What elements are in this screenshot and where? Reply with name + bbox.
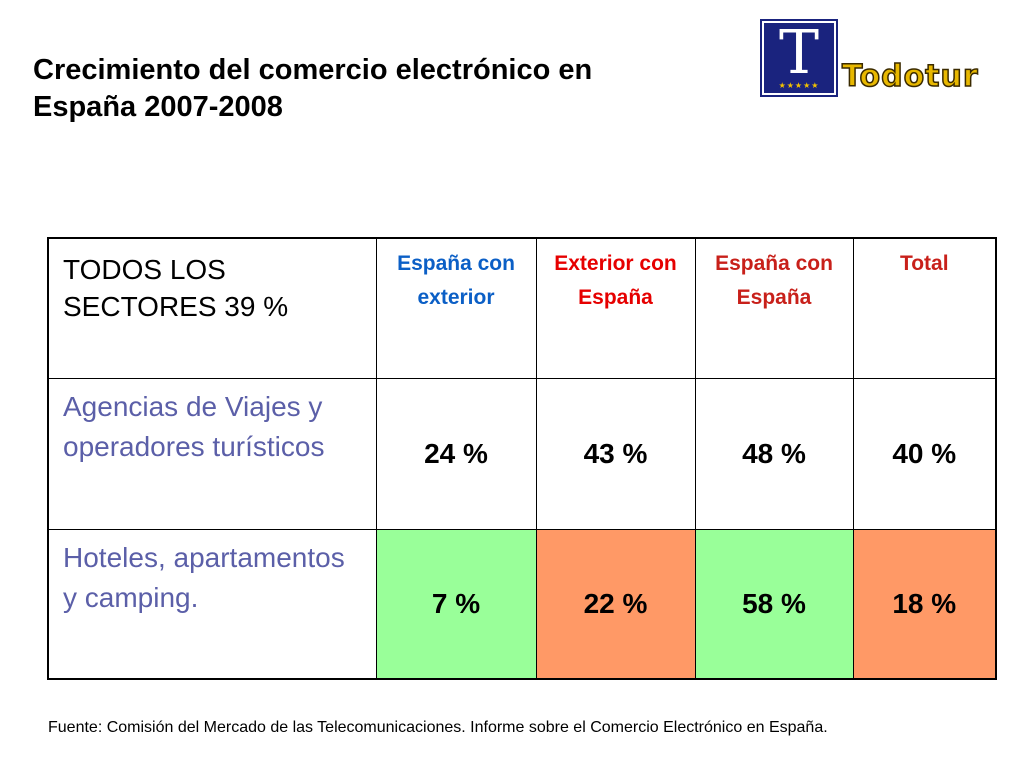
column-header-espana-con-exterior: España con exterior bbox=[375, 237, 537, 379]
column-header-exterior-con-espana: Exterior con España bbox=[535, 237, 696, 379]
logo-stars-icon: ★★★★★ bbox=[778, 81, 820, 90]
table-cell: 58 % bbox=[694, 528, 854, 680]
source-note: Fuente: Comisión del Mercado de las Tele… bbox=[48, 719, 828, 736]
table-corner-label: TODOS LOS SECTORES 39 % bbox=[47, 237, 377, 379]
table-cell: 48 % bbox=[694, 377, 854, 530]
page-title: Crecimiento del comercio electrónico en … bbox=[33, 52, 733, 126]
row-label-hoteles: Hoteles, apartamentos y camping. bbox=[47, 528, 377, 680]
logo-letter: T bbox=[778, 18, 820, 88]
table-cell: 43 % bbox=[535, 377, 696, 530]
table-row: Agencias de Viajes y operadores turístic… bbox=[47, 377, 997, 530]
title-line-1: Crecimiento del comercio electrónico en bbox=[33, 54, 593, 86]
row-label-agencias: Agencias de Viajes y operadores turístic… bbox=[47, 377, 377, 530]
ecommerce-growth-table: TODOS LOS SECTORES 39 % España con exter… bbox=[47, 237, 997, 680]
table-cell: 24 % bbox=[375, 377, 537, 530]
column-header-total: Total bbox=[852, 237, 997, 379]
todotur-logo: T ★★★★★ Todotur bbox=[760, 18, 1007, 99]
title-line-2: España 2007-2008 bbox=[33, 91, 283, 123]
table-cell: 7 % bbox=[375, 528, 537, 680]
column-header-espana-con-espana: España con España bbox=[694, 237, 854, 379]
table-cell: 22 % bbox=[535, 528, 696, 680]
table-row: Hoteles, apartamentos y camping. 7 % 22 … bbox=[47, 528, 997, 680]
logo-wordmark: Todotur bbox=[841, 58, 979, 95]
table-header-row: TODOS LOS SECTORES 39 % España con exter… bbox=[47, 237, 997, 379]
table-cell: 40 % bbox=[852, 377, 997, 530]
logo-emblem: T ★★★★★ bbox=[760, 18, 838, 97]
table-cell: 18 % bbox=[852, 528, 997, 680]
